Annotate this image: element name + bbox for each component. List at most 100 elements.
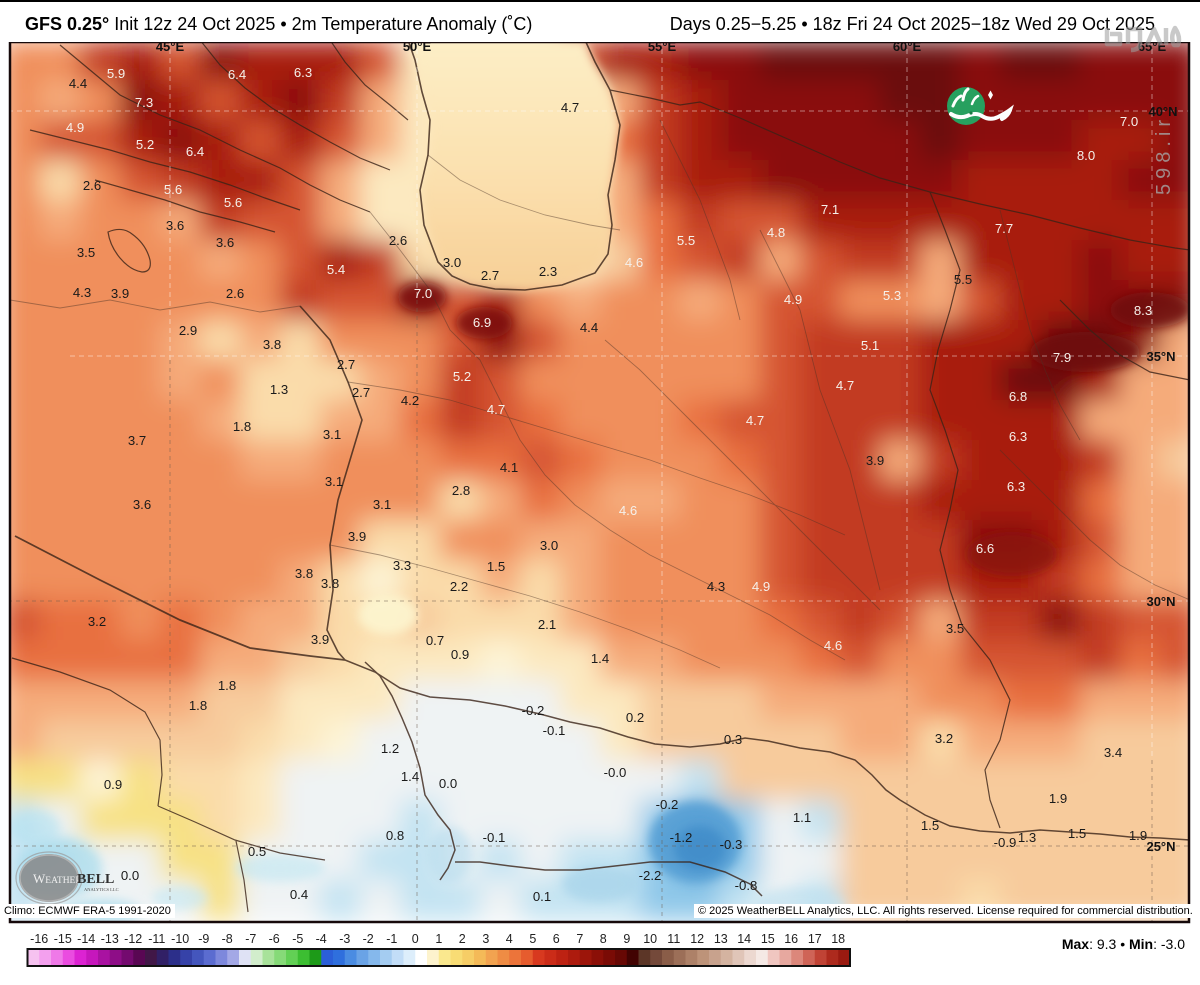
svg-text:4.9: 4.9	[66, 120, 84, 135]
svg-text:0.8: 0.8	[386, 828, 404, 843]
svg-text:7.9: 7.9	[1053, 350, 1071, 365]
svg-text:4.6: 4.6	[824, 638, 842, 653]
svg-text:6.6: 6.6	[976, 541, 994, 556]
svg-text:4.6: 4.6	[625, 255, 643, 270]
svg-text:3.4: 3.4	[1104, 745, 1122, 760]
svg-text:1: 1	[435, 932, 442, 946]
svg-text:-1: -1	[386, 932, 397, 946]
svg-text:4.7: 4.7	[487, 402, 505, 417]
svg-text:1.2: 1.2	[381, 741, 399, 756]
svg-text:16: 16	[784, 932, 798, 946]
svg-text:17: 17	[808, 932, 822, 946]
svg-text:5.2: 5.2	[453, 369, 471, 384]
svg-text:7.0: 7.0	[1120, 114, 1138, 129]
svg-text:5.9: 5.9	[107, 66, 125, 81]
svg-text:3.6: 3.6	[133, 497, 151, 512]
svg-text:-15: -15	[54, 932, 72, 946]
svg-text:-2.2: -2.2	[639, 868, 662, 883]
svg-text:3.1: 3.1	[373, 497, 391, 512]
svg-text:2.7: 2.7	[352, 385, 370, 400]
svg-text:1.5: 1.5	[921, 818, 939, 833]
svg-text:-7: -7	[245, 932, 256, 946]
svg-text:2.9: 2.9	[179, 323, 197, 338]
svg-text:3.9: 3.9	[348, 529, 366, 544]
svg-text:5.3: 5.3	[883, 288, 901, 303]
svg-text:1.8: 1.8	[189, 698, 207, 713]
svg-text:0.7: 0.7	[426, 633, 444, 648]
svg-text:4.3: 4.3	[73, 285, 91, 300]
svg-text:4.7: 4.7	[561, 100, 579, 115]
svg-text:3.8: 3.8	[295, 566, 313, 581]
svg-text:2: 2	[459, 932, 466, 946]
svg-text:3: 3	[482, 932, 489, 946]
svg-text:40°N: 40°N	[1148, 104, 1177, 119]
svg-text:4.4: 4.4	[580, 320, 598, 335]
svg-text:1.9: 1.9	[1129, 828, 1147, 843]
svg-text:1.3: 1.3	[1018, 830, 1036, 845]
svg-text:25°N: 25°N	[1146, 839, 1175, 854]
svg-text:8.3: 8.3	[1134, 303, 1152, 318]
svg-text:12: 12	[690, 932, 704, 946]
svg-text:-0.3: -0.3	[720, 837, 743, 852]
svg-text:10: 10	[643, 932, 657, 946]
svg-text:4.7: 4.7	[746, 413, 764, 428]
svg-text:3.1: 3.1	[323, 427, 341, 442]
svg-text:-1.2: -1.2	[670, 830, 693, 845]
svg-text:-16: -16	[30, 932, 48, 946]
svg-text:30°N: 30°N	[1146, 594, 1175, 609]
svg-text:1.4: 1.4	[401, 769, 419, 784]
svg-text:1.5: 1.5	[487, 559, 505, 574]
svg-text:6.3: 6.3	[294, 65, 312, 80]
svg-text:13: 13	[714, 932, 728, 946]
svg-text:2.3: 2.3	[539, 264, 557, 279]
svg-text:3.9: 3.9	[111, 286, 129, 301]
svg-text:0.5: 0.5	[248, 844, 266, 859]
svg-text:55°E: 55°E	[648, 39, 677, 54]
svg-text:60°E: 60°E	[893, 39, 922, 54]
svg-text:-6: -6	[269, 932, 280, 946]
svg-text:6.3: 6.3	[1007, 479, 1025, 494]
svg-text:3.9: 3.9	[311, 632, 329, 647]
svg-text:-0.2: -0.2	[656, 797, 679, 812]
svg-text:-14: -14	[77, 932, 95, 946]
svg-text:3.9: 3.9	[866, 453, 884, 468]
svg-text:-0.8: -0.8	[735, 878, 758, 893]
svg-text:2.2: 2.2	[450, 579, 468, 594]
svg-text:0.4: 0.4	[290, 887, 308, 902]
svg-text:598.ir: 598.ir	[1153, 115, 1175, 195]
svg-text:6.8: 6.8	[1009, 389, 1027, 404]
svg-text:3.7: 3.7	[128, 433, 146, 448]
svg-text:4.9: 4.9	[752, 579, 770, 594]
svg-text:2.8: 2.8	[452, 483, 470, 498]
svg-text:8.0: 8.0	[1077, 148, 1095, 163]
svg-text:5.4: 5.4	[327, 262, 345, 277]
svg-text:-0.1: -0.1	[543, 723, 566, 738]
svg-text:0.0: 0.0	[121, 868, 139, 883]
svg-text:4: 4	[506, 932, 513, 946]
svg-text:4.2: 4.2	[401, 393, 419, 408]
svg-text:5.6: 5.6	[164, 182, 182, 197]
svg-text:5.5: 5.5	[677, 233, 695, 248]
svg-text:3.5: 3.5	[77, 245, 95, 260]
svg-text:45°E: 45°E	[156, 39, 185, 54]
svg-text:11: 11	[667, 932, 680, 946]
svg-text:2.1: 2.1	[538, 617, 556, 632]
svg-text:-0.0: -0.0	[604, 765, 627, 780]
svg-text:3.8: 3.8	[263, 337, 281, 352]
svg-text:7.3: 7.3	[135, 95, 153, 110]
svg-text:0.3: 0.3	[724, 732, 742, 747]
svg-text:-11: -11	[148, 932, 165, 946]
svg-text:1.8: 1.8	[233, 419, 251, 434]
svg-text:4.8: 4.8	[767, 225, 785, 240]
svg-text:9: 9	[623, 932, 630, 946]
svg-text:4.6: 4.6	[619, 503, 637, 518]
svg-text:7.7: 7.7	[995, 221, 1013, 236]
svg-text:6.3: 6.3	[1009, 429, 1027, 444]
svg-text:-12: -12	[124, 932, 142, 946]
svg-text:-8: -8	[222, 932, 233, 946]
svg-text:8: 8	[600, 932, 607, 946]
svg-text:3.6: 3.6	[216, 235, 234, 250]
svg-text:7.0: 7.0	[414, 286, 432, 301]
svg-text:6: 6	[553, 932, 560, 946]
svg-text:3.5: 3.5	[946, 621, 964, 636]
